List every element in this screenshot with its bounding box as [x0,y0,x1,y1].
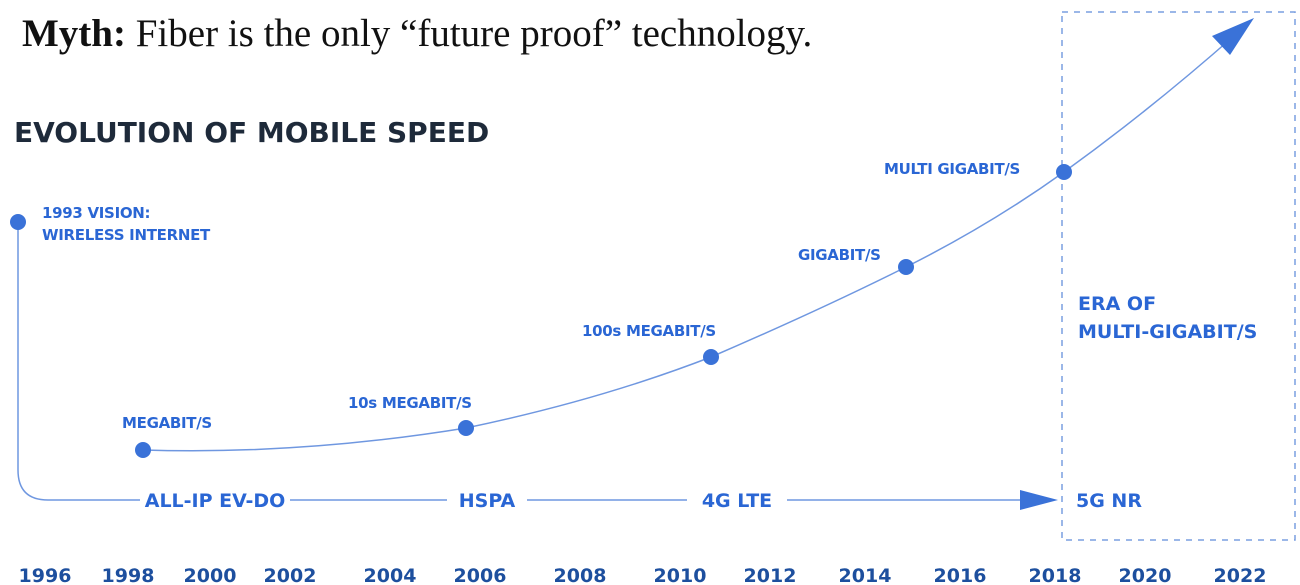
year-label: 1998 [102,565,155,585]
era-box [1061,11,1296,541]
year-label: 2008 [554,565,607,585]
year-label: 2018 [1029,565,1082,585]
tech-arrow [1020,490,1058,510]
myth-text: Fiber is the only “future proof” technol… [136,12,813,55]
myth-line: Myth: Fiber is the only “future proof” t… [22,12,812,55]
year-label: 2006 [454,565,507,585]
year-label: 2012 [744,565,797,585]
milestone-label: GIGABIT/S [798,246,881,264]
technology-label: HSPA [459,490,516,512]
line-gap [447,495,527,505]
year-label: 2010 [654,565,707,585]
year-label: 2016 [934,565,987,585]
technology-label: ALL-IP EV-DO [145,490,286,512]
milestone-label: 100s MEGABIT/S [582,322,716,340]
year-label: 2004 [364,565,417,585]
speed-curve [142,34,1236,452]
milestone-dot [10,214,26,230]
line-gap [140,495,290,505]
milestone-label: MEGABIT/S [122,414,212,432]
milestone-dot [458,420,474,436]
line-gap [687,495,787,505]
myth-lead: Myth: [22,12,126,55]
era-label: ERA OF [1078,293,1156,315]
milestone-dot [135,442,151,458]
year-label: 2002 [264,565,317,585]
era-label: MULTI-GIGABIT/S [1078,321,1257,343]
speed-arrow [1212,18,1254,55]
year-label: 2020 [1119,565,1172,585]
tech-line [17,222,1030,501]
milestone-dot [703,349,719,365]
milestone-dot [1056,164,1072,180]
year-label: 1996 [19,565,72,585]
technology-label: 5G NR [1076,490,1142,512]
chart-title: EVOLUTION OF MOBILE SPEED [14,116,489,149]
technology-label: 4G LTE [702,490,772,512]
milestone-label: MULTI GIGABIT/S [884,160,1020,178]
milestone-label: WIRELESS INTERNET [42,226,211,244]
year-label: 2000 [184,565,237,585]
milestone-label: 10s MEGABIT/S [348,394,472,412]
year-label: 2022 [1214,565,1267,585]
milestone-label: 1993 VISION: [42,204,150,222]
year-label: 2014 [839,565,892,585]
milestone-dot [898,259,914,275]
